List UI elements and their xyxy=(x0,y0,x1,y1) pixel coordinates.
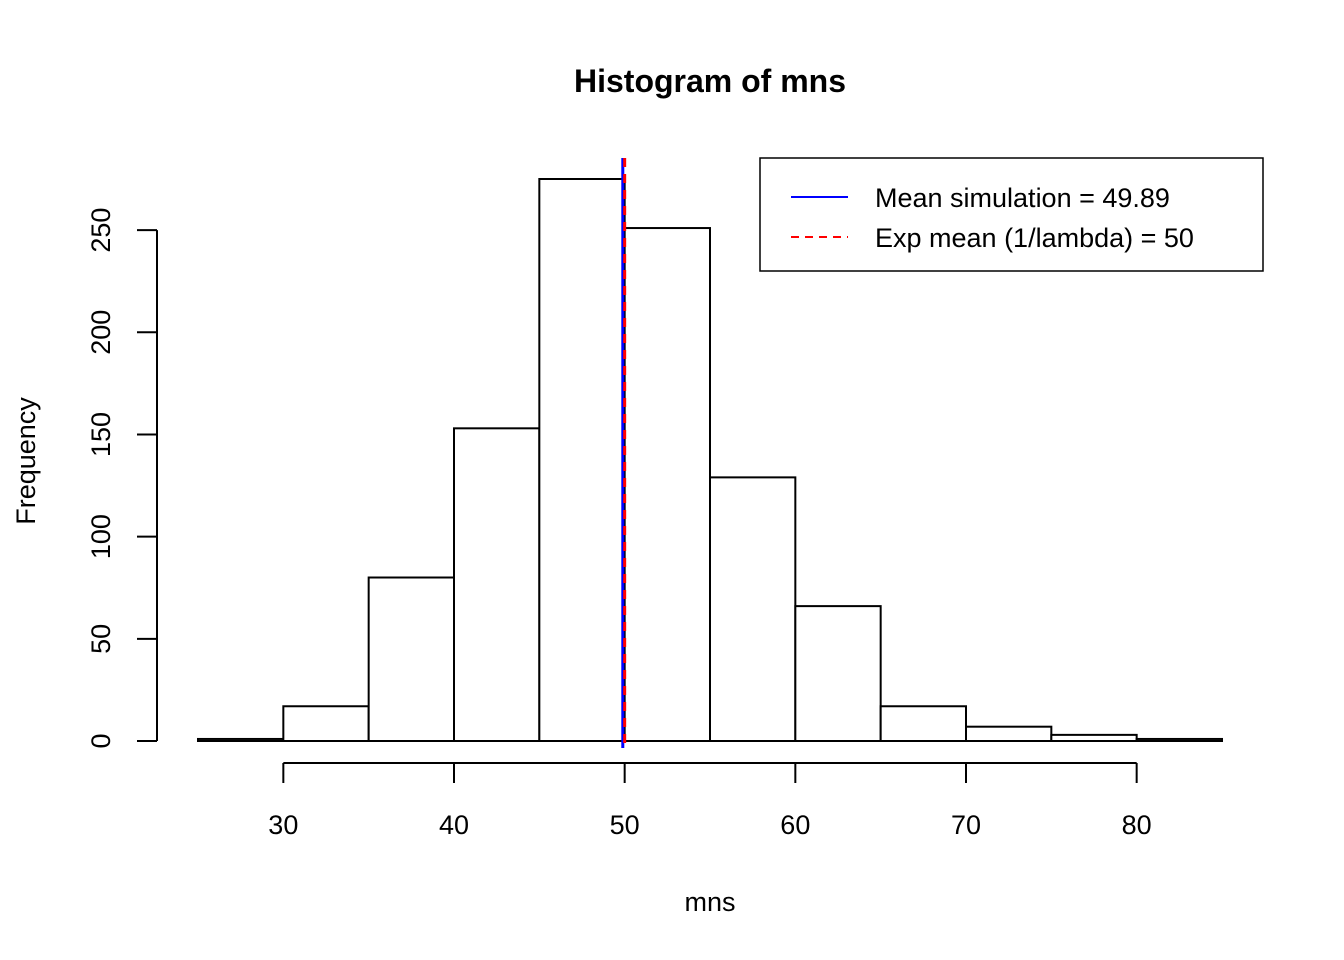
histogram-bar xyxy=(453,427,541,742)
legend: Mean simulation = 49.89 Exp mean (1/lambd… xyxy=(759,157,1264,272)
x-tick-label: 40 xyxy=(439,810,469,840)
y-tick-label: 0 xyxy=(86,733,116,748)
histogram-bar xyxy=(282,705,370,742)
x-tick-label: 50 xyxy=(610,810,640,840)
x-axis-label: mns xyxy=(684,887,735,917)
histogram-bar xyxy=(965,725,1053,742)
histogram-bar xyxy=(1135,737,1223,742)
x-tick-label: 30 xyxy=(268,810,298,840)
histogram-bar xyxy=(367,576,455,742)
y-tick-label: 200 xyxy=(86,310,116,355)
legend-entries: Mean simulation = 49.89 Exp mean (1/lambd… xyxy=(791,183,1194,253)
bars-group xyxy=(197,178,1223,742)
y-tick-label: 250 xyxy=(86,208,116,253)
legend-label: Mean simulation = 49.89 xyxy=(875,183,1170,213)
x-tick-label: 80 xyxy=(1122,810,1152,840)
y-tick-label: 100 xyxy=(86,514,116,559)
histogram-bar xyxy=(879,705,968,742)
histogram-bar xyxy=(794,605,882,742)
x-axis: 30 40 50 60 70 80 xyxy=(268,762,1152,840)
x-tick-label: 70 xyxy=(951,810,981,840)
vertical-lines-group xyxy=(621,158,627,748)
y-axis: 0 50 100 150 200 250 xyxy=(86,208,158,749)
y-axis-label: Frequency xyxy=(11,397,41,525)
x-tick-label: 60 xyxy=(780,810,810,840)
histogram-bar xyxy=(623,227,712,742)
y-tick-label: 50 xyxy=(86,624,116,654)
y-tick-label: 150 xyxy=(86,412,116,457)
legend-box xyxy=(759,157,1264,272)
histogram-bar xyxy=(538,178,626,742)
legend-label: Exp mean (1/lambda) = 50 xyxy=(875,223,1194,253)
chart-title: Histogram of mns xyxy=(574,63,846,99)
histogram-bar xyxy=(709,476,797,742)
histogram-bar xyxy=(197,737,285,742)
histogram-bar xyxy=(1050,733,1138,742)
